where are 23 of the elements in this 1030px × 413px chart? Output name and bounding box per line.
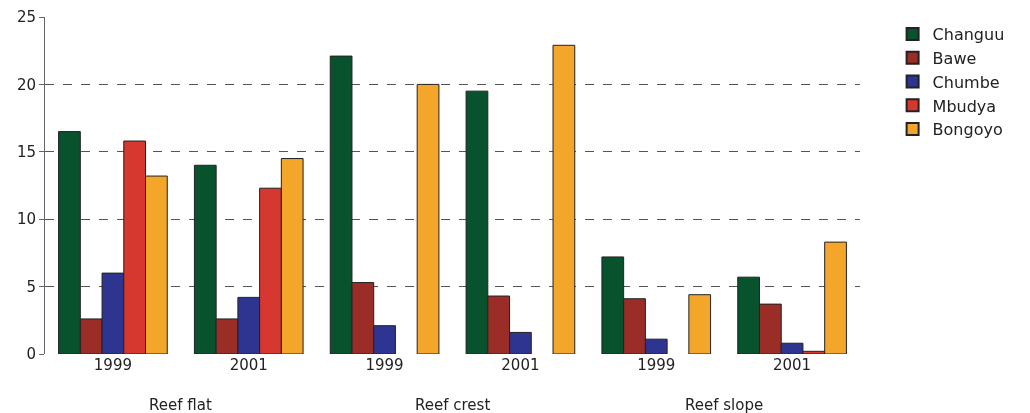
legend-label: Bawe (932, 48, 977, 68)
y-tick-label: 25 (16, 8, 36, 27)
x-tick-label: 1999 (365, 356, 404, 374)
text: Reef flat (149, 396, 212, 413)
text: Reef crest (415, 396, 491, 413)
legend-label: Mbudya (932, 96, 997, 116)
x-tick-label: 1999 (637, 356, 676, 374)
legend-label: Changuu (932, 25, 1005, 45)
y-tick-label: 10 (16, 210, 36, 229)
x-tick-label: 2001 (772, 356, 812, 374)
x-tick-label: 2001 (229, 356, 268, 374)
text: Reef slope (685, 396, 764, 413)
y-tick-label: 15 (16, 143, 36, 162)
legend-label: Bongoyo (932, 120, 1003, 140)
bar (688, 294, 712, 354)
legend-label: Chumbe (932, 72, 1000, 92)
x-tick-label: 1999 (93, 356, 133, 374)
y-tick-label: 0 (26, 345, 36, 364)
bar (552, 44, 576, 354)
bar (416, 83, 440, 354)
y-tick-label: 5 (26, 277, 36, 296)
x-tick-label: 2001 (501, 356, 540, 374)
y-tick-label: 20 (16, 75, 36, 94)
